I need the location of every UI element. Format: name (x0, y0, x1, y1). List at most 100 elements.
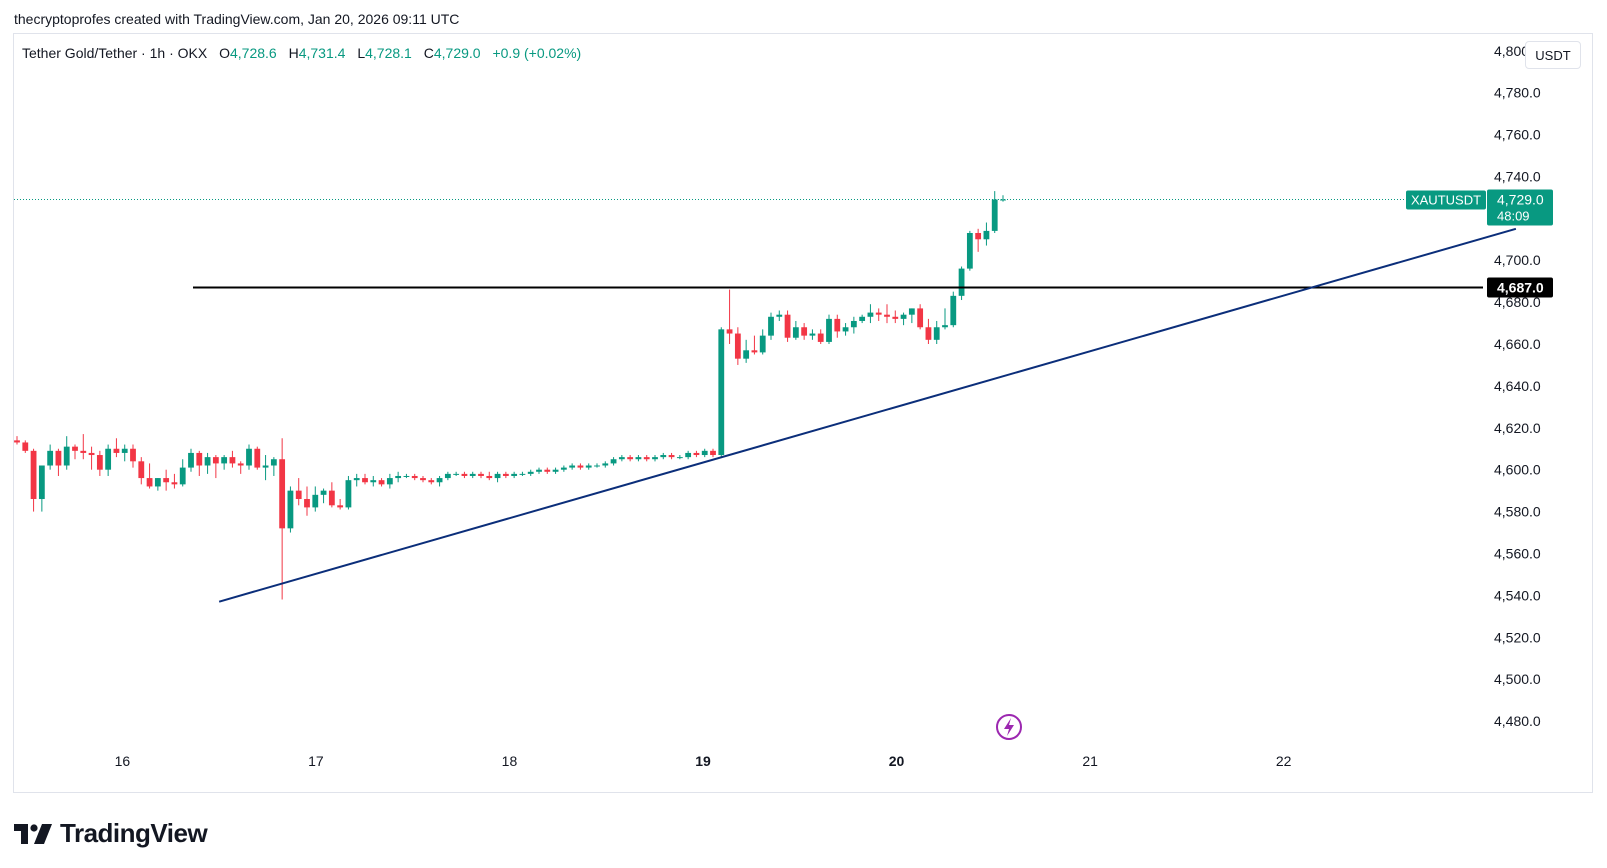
time-tick-label: 20 (889, 753, 905, 769)
candle (792, 320, 799, 340)
candle (386, 473, 393, 489)
candle (345, 475, 352, 510)
candle (478, 471, 484, 479)
candle (420, 475, 426, 483)
candle (370, 475, 377, 487)
candle (96, 450, 103, 476)
candle (602, 461, 609, 468)
candle (312, 486, 319, 512)
candle (295, 478, 302, 506)
time-tick-label: 22 (1276, 753, 1292, 769)
candle (428, 478, 435, 485)
candle (942, 308, 948, 330)
price-tick-label: 4,520.0 (1494, 629, 1541, 645)
candle (784, 310, 791, 342)
candle (511, 471, 518, 479)
change-value: +0.9 (+0.02%) (492, 45, 582, 61)
candle (47, 444, 54, 470)
candle (668, 452, 675, 460)
drawings (14, 198, 1517, 603)
candle (246, 444, 252, 470)
high-key: H (288, 45, 299, 61)
candle (842, 323, 849, 336)
candle (892, 310, 899, 324)
candle (362, 473, 368, 485)
brand-name: TradingView (60, 818, 208, 848)
candle (635, 455, 642, 462)
candle (859, 314, 866, 324)
candle (768, 312, 774, 340)
candle (801, 323, 808, 340)
candle (966, 230, 973, 271)
candle (30, 448, 37, 512)
candle (469, 471, 476, 479)
time-tick-label: 21 (1082, 753, 1098, 769)
price-tick-label: 4,620.0 (1494, 420, 1541, 436)
candle (759, 329, 766, 355)
candle (701, 448, 708, 458)
candle (494, 471, 501, 483)
time-axis: 16 17 18 19 20 21 22 (115, 753, 1292, 769)
candle (536, 467, 542, 474)
candle (486, 471, 493, 481)
candle (776, 310, 783, 321)
candle (502, 471, 509, 479)
candle (867, 304, 874, 324)
candle (519, 471, 526, 476)
price-tick-label: 4,540.0 (1494, 587, 1541, 603)
time-tick-label: 18 (502, 753, 518, 769)
low-key: L (357, 45, 366, 61)
candle (38, 465, 45, 512)
price-tick-label: 4,560.0 (1494, 545, 1541, 561)
chart-caption: thecryptoprofes created with TradingView… (14, 11, 460, 27)
tradingview-logo-icon (14, 823, 52, 844)
candle (925, 318, 932, 345)
close-key: C (423, 45, 434, 61)
ticker-tag-label: XAUTUSDT (1411, 192, 1481, 207)
candle (212, 455, 219, 479)
symbol-legend[interactable]: Tether Gold/Tether · 1h · OKX O4,728.6 H… (22, 45, 581, 61)
candle (751, 335, 758, 355)
price-axis: 4,800.04,780.04,760.04,740.04,720.04,700… (1494, 43, 1541, 729)
price-tick-label: 4,780.0 (1494, 85, 1541, 101)
candle (163, 469, 170, 491)
candle (933, 320, 940, 345)
bar-countdown: 48:09 (1497, 208, 1530, 223)
replay-lightning-icon[interactable] (996, 714, 1022, 740)
candle (552, 467, 559, 474)
candle (652, 455, 658, 462)
candle (146, 463, 153, 489)
low-value: 4,728.1 (365, 45, 412, 61)
candle (643, 455, 650, 462)
price-tick-label: 4,480.0 (1494, 713, 1541, 729)
candle (569, 463, 576, 470)
candle (105, 444, 112, 476)
candle (287, 486, 294, 533)
candle (171, 473, 178, 489)
price-tick-label: 4,580.0 (1494, 504, 1541, 520)
candle (975, 228, 982, 252)
level-price-tag: 4,687.0 (1487, 277, 1553, 298)
candle (585, 463, 592, 470)
high-value: 4,731.4 (298, 45, 346, 61)
candle (461, 471, 468, 479)
candle (618, 455, 625, 462)
currency-button[interactable]: USDT (1525, 41, 1581, 69)
candles (14, 191, 1006, 600)
time-tick-label: 16 (115, 753, 131, 769)
candle (817, 329, 824, 345)
close-value: 4,729.0 (433, 45, 481, 61)
candle (676, 455, 683, 460)
open-key: O (219, 45, 230, 61)
candle (826, 314, 832, 345)
trend-line[interactable] (218, 227, 1517, 603)
symbol-name[interactable]: Tether Gold/Tether · 1h · OKX (22, 45, 208, 61)
candle (834, 314, 841, 338)
candle (627, 455, 634, 462)
candle (850, 316, 857, 334)
candle (884, 304, 890, 324)
candle (544, 467, 551, 474)
candle (594, 463, 600, 468)
tradingview-logo[interactable]: TradingView (14, 818, 208, 849)
